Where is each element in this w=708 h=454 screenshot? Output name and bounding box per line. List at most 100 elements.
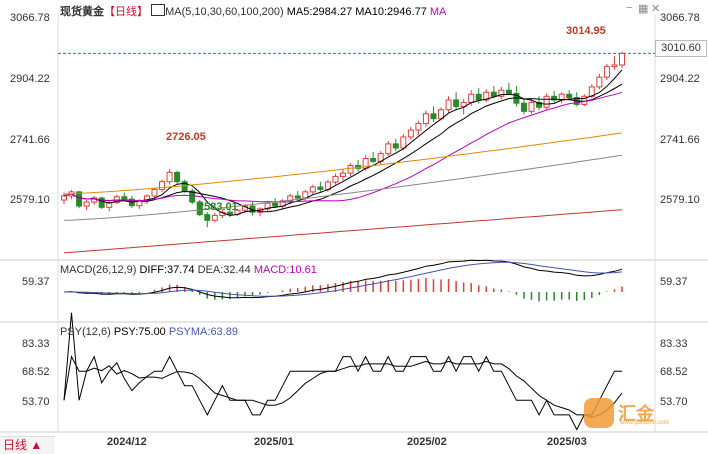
y-tick-right-4: 2579.10: [660, 194, 700, 206]
candle-body: [370, 158, 377, 162]
candle-body: [159, 181, 166, 190]
candle-body: [174, 171, 181, 183]
candle-body: [76, 191, 83, 207]
candle-body: [536, 101, 543, 108]
candle-body: [143, 195, 150, 202]
candle-body: [566, 93, 573, 99]
x-label-1: 2024/12: [107, 436, 147, 448]
ma-indicator-icon: [151, 4, 166, 16]
psy-title[interactable]: PSY(12,6): [60, 326, 111, 338]
candle-body: [422, 113, 429, 125]
ma60-line: [63, 132, 623, 195]
candle-body: [151, 188, 158, 197]
candle-body: [483, 91, 490, 101]
candle-body: [468, 93, 475, 103]
period-select-button[interactable]: 日线 ▲: [0, 436, 55, 454]
period-label[interactable]: 【日线】: [104, 6, 148, 18]
minimize-icon[interactable]: −: [626, 2, 633, 14]
psy-line: [63, 312, 622, 431]
macd-tick-right: 59.37: [660, 276, 688, 288]
grid-view-icon[interactable]: ▦: [638, 3, 649, 15]
candle-body: [332, 175, 339, 183]
candle-body: [415, 123, 422, 131]
candle-body: [603, 66, 610, 78]
macd-dea: DEA:32.44: [197, 264, 251, 276]
psy-tick-left-1: 83.33: [22, 338, 50, 350]
logo-brand: 汇金: [618, 404, 654, 424]
instrument-title: 现货黄金: [60, 6, 104, 18]
y-tick-left-4: 2579.10: [10, 194, 50, 206]
chart-header: 现货黄金【日线】 MA(5,10,30,60,100,200) MA5:2984…: [60, 3, 446, 19]
candle-body: [166, 171, 173, 183]
candle-body: [294, 195, 301, 199]
candle-body: [475, 93, 482, 101]
candle-body: [505, 89, 512, 94]
gold678-logo: 汇金 www.gold678.com: [584, 398, 684, 428]
high-label: 3014.95: [566, 25, 606, 37]
candle-body: [528, 101, 535, 112]
ma10-value: MA10:2946.77: [355, 6, 427, 18]
psy-tick-left-2: 68.52: [22, 366, 50, 378]
psyma-value: PSYMA:63.89: [168, 326, 238, 338]
logo-url: www.gold678.com: [620, 420, 669, 426]
candle-body: [347, 164, 354, 174]
peak-label: 2726.05: [166, 131, 206, 143]
candle-body: [453, 99, 460, 107]
dea-line: [63, 261, 623, 297]
candle-body: [106, 201, 113, 208]
macd-value: MACD:10.61: [253, 264, 317, 276]
candle-body: [121, 196, 128, 200]
candle-body: [490, 91, 497, 97]
candle-body: [98, 197, 105, 208]
candle-body: [61, 195, 67, 201]
y-tick-left-1: 3066.78: [10, 12, 50, 24]
candle-body: [551, 95, 558, 101]
macd-diff: DIFF:37.74: [139, 264, 195, 276]
low-label: 2583.01: [198, 201, 238, 213]
close-icon[interactable]: ✕: [651, 3, 661, 15]
current-price-box: 3010.60: [655, 40, 707, 57]
macd-header: MACD(26,12,9) DIFF:37.74 DEA:32.44 MACD:…: [60, 264, 317, 276]
candle-body: [400, 136, 407, 149]
candle-body: [189, 190, 196, 203]
candle-body: [445, 99, 452, 111]
x-label-3: 2025/02: [407, 436, 447, 448]
candle-body: [272, 202, 279, 207]
psy-tick-right-3: 53.70: [660, 396, 688, 408]
candle-body: [611, 64, 618, 68]
macd-tick-left: 59.37: [22, 276, 50, 288]
candle-body: [204, 214, 211, 221]
candle-body: [385, 143, 392, 155]
ma-settings[interactable]: MA(5,10,30,60,100,200): [165, 6, 284, 18]
y-tick-right-1: 3066.78: [660, 12, 700, 24]
psyma-line: [63, 355, 623, 418]
y-tick-left-2: 2904.22: [10, 73, 50, 85]
candle-body: [407, 129, 414, 138]
y-tick-right-2: 2904.22: [660, 73, 700, 85]
candle-body: [596, 76, 603, 88]
x-label-2: 2025/01: [254, 436, 294, 448]
candle-body: [309, 186, 316, 193]
ma5-value: MA5:2984.27: [286, 6, 353, 18]
candle-body: [392, 143, 399, 149]
candle-body: [543, 95, 550, 108]
candle-body: [340, 172, 346, 177]
ma5-line: [63, 69, 623, 216]
candle-body: [226, 211, 233, 215]
candle-body: [317, 186, 324, 190]
psy-value: PSY:75.00: [113, 326, 166, 338]
diff-line: [63, 259, 623, 299]
candle-body: [460, 101, 467, 107]
psy-header: PSY(12,6) PSY:75.00 PSYMA:63.89: [60, 326, 238, 338]
psy-tick-left-3: 53.70: [22, 396, 50, 408]
macd-title[interactable]: MACD(26,12,9): [60, 264, 137, 276]
logo-badge-icon: [584, 398, 614, 428]
candle-body: [302, 191, 309, 199]
psy-tick-right-2: 68.52: [660, 366, 688, 378]
y-tick-left-3: 2741.66: [10, 134, 50, 146]
ma100-line: [63, 154, 623, 221]
candle-body: [196, 201, 203, 216]
candle-body: [211, 214, 218, 221]
candle-body: [520, 102, 527, 112]
